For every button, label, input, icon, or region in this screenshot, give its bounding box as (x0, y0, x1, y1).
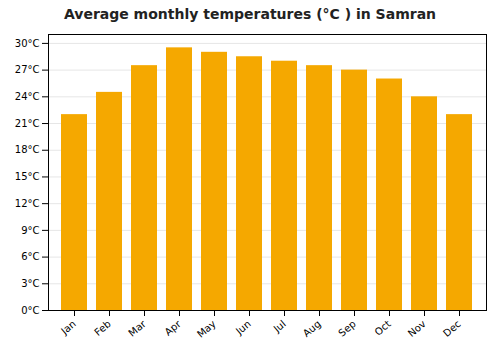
svg-text:Sep: Sep (336, 318, 358, 339)
svg-text:Mar: Mar (126, 318, 148, 339)
svg-text:Apr: Apr (163, 318, 184, 338)
svg-text:Jun: Jun (233, 318, 253, 337)
svg-text:24°C: 24°C (15, 91, 40, 102)
html-text:Average monthly temperatures (: Average monthly temperatures (°C ) in Sa… (63, 6, 437, 22)
svg-text:15°C: 15°C (15, 171, 40, 182)
svg-text:Oct: Oct (373, 318, 393, 338)
svg-text:30°C: 30°C (15, 38, 40, 49)
svg-text:12°C: 12°C (15, 198, 40, 209)
svg-text:Jul: Jul (271, 318, 288, 335)
svg-text:Aug: Aug (301, 318, 323, 339)
svg-text:21°C: 21°C (15, 118, 40, 129)
svg-text:Nov: Nov (406, 318, 428, 339)
svg-text:9°C: 9°C (21, 225, 39, 236)
svg-text:Dec: Dec (441, 318, 463, 339)
svg-text:Feb: Feb (92, 318, 113, 338)
svg-text:6°C: 6°C (21, 251, 39, 262)
svg-text:Jan: Jan (58, 318, 78, 337)
svg-text:3°C: 3°C (21, 278, 39, 289)
svg-text:27°C: 27°C (15, 64, 40, 75)
svg-text:0°C: 0°C (21, 305, 39, 316)
svg-text:18°C: 18°C (15, 144, 40, 155)
svg-text:May: May (195, 318, 218, 340)
